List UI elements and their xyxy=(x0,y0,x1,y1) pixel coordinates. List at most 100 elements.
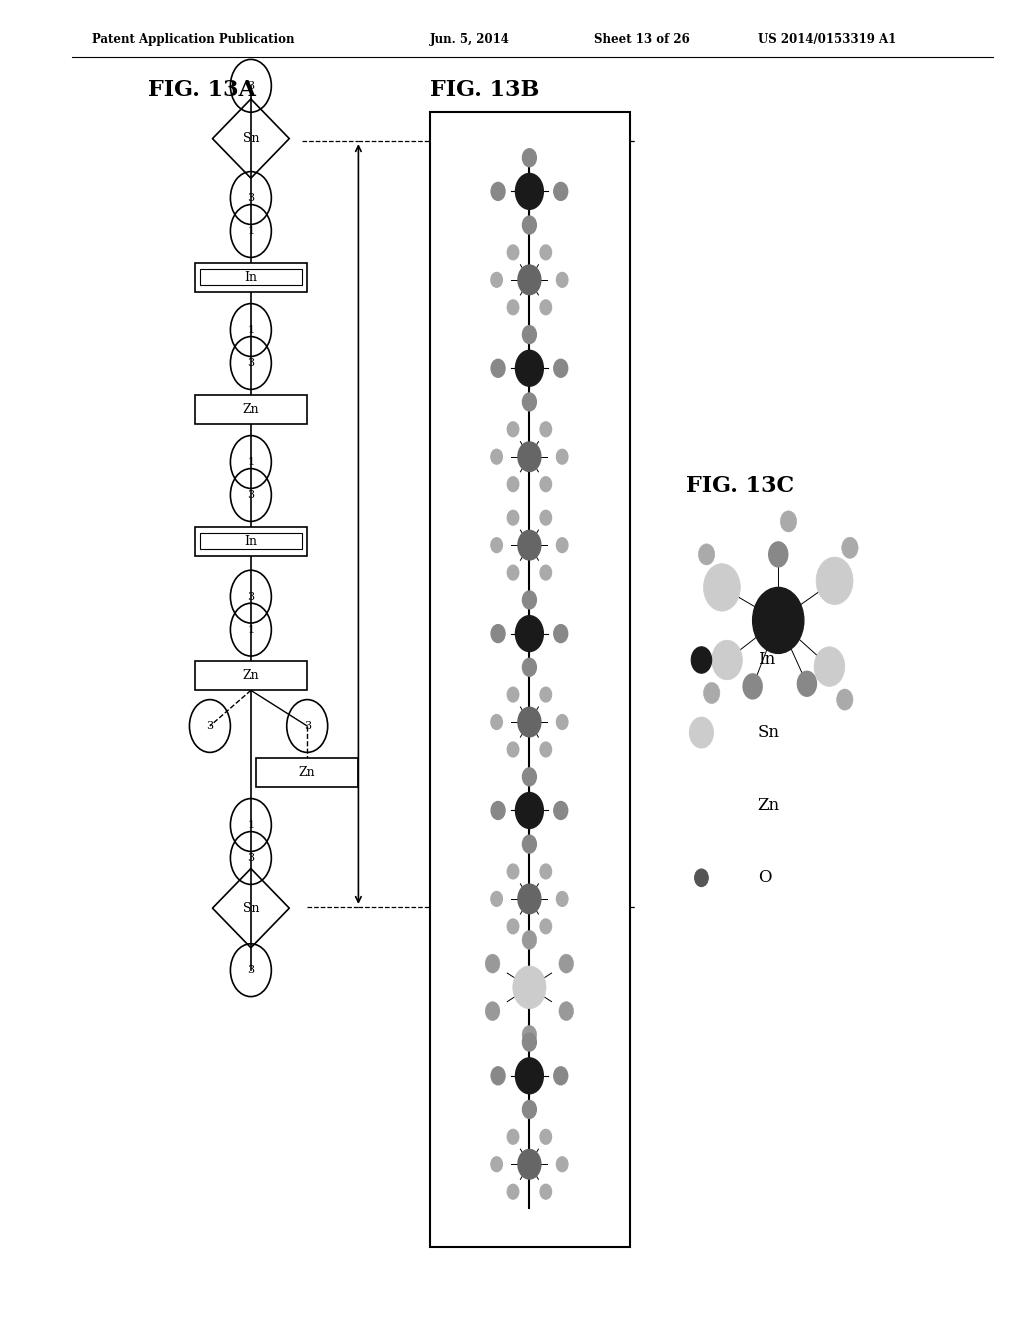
Circle shape xyxy=(515,792,544,829)
Circle shape xyxy=(490,537,503,553)
Circle shape xyxy=(753,587,804,653)
Circle shape xyxy=(540,477,552,491)
Circle shape xyxy=(490,1156,503,1172)
Text: 3: 3 xyxy=(248,358,254,368)
Circle shape xyxy=(522,1101,537,1118)
Circle shape xyxy=(507,742,519,756)
Circle shape xyxy=(492,624,505,643)
Circle shape xyxy=(522,216,537,234)
Circle shape xyxy=(694,869,709,887)
Text: Patent Application Publication: Patent Application Publication xyxy=(92,33,295,46)
Circle shape xyxy=(490,272,503,288)
Circle shape xyxy=(556,891,568,907)
Circle shape xyxy=(698,544,715,565)
Circle shape xyxy=(485,1002,500,1020)
Circle shape xyxy=(490,891,503,907)
Circle shape xyxy=(522,768,537,785)
Circle shape xyxy=(522,931,537,949)
Circle shape xyxy=(507,511,519,525)
Circle shape xyxy=(703,564,740,611)
Circle shape xyxy=(712,640,742,680)
Circle shape xyxy=(507,919,519,933)
Circle shape xyxy=(554,1067,567,1085)
Circle shape xyxy=(540,919,552,933)
Circle shape xyxy=(518,531,541,560)
Text: 3: 3 xyxy=(248,965,254,975)
Circle shape xyxy=(515,615,544,652)
Circle shape xyxy=(522,393,537,411)
Circle shape xyxy=(522,591,537,609)
Circle shape xyxy=(556,1156,568,1172)
Circle shape xyxy=(540,565,552,579)
Circle shape xyxy=(507,477,519,491)
Circle shape xyxy=(540,688,552,702)
Circle shape xyxy=(797,671,817,697)
Circle shape xyxy=(515,1057,544,1094)
Circle shape xyxy=(485,954,500,973)
Text: Zn: Zn xyxy=(299,766,315,779)
Text: Zn: Zn xyxy=(243,403,259,416)
Circle shape xyxy=(507,1130,519,1144)
Circle shape xyxy=(842,537,858,558)
Circle shape xyxy=(507,1184,519,1199)
Text: In: In xyxy=(245,535,257,548)
Text: 1: 1 xyxy=(248,624,254,635)
Text: O: O xyxy=(758,870,771,886)
Circle shape xyxy=(492,801,505,820)
Text: Zn: Zn xyxy=(758,797,780,813)
Circle shape xyxy=(522,659,537,676)
Circle shape xyxy=(559,954,573,973)
Text: 3: 3 xyxy=(207,721,213,731)
FancyBboxPatch shape xyxy=(195,661,307,690)
Text: 3: 3 xyxy=(248,490,254,500)
FancyBboxPatch shape xyxy=(195,263,307,292)
Circle shape xyxy=(507,865,519,879)
Circle shape xyxy=(780,511,797,532)
Circle shape xyxy=(518,442,541,471)
FancyBboxPatch shape xyxy=(430,112,630,1247)
Text: FIG. 13C: FIG. 13C xyxy=(686,475,795,498)
Circle shape xyxy=(556,449,568,465)
Text: Sn: Sn xyxy=(243,902,259,915)
Circle shape xyxy=(492,182,505,201)
Text: FIG. 13B: FIG. 13B xyxy=(430,79,540,102)
Text: US 2014/0153319 A1: US 2014/0153319 A1 xyxy=(758,33,896,46)
Circle shape xyxy=(507,422,519,437)
FancyBboxPatch shape xyxy=(195,395,307,424)
Circle shape xyxy=(540,865,552,879)
Text: Sn: Sn xyxy=(243,132,259,145)
Circle shape xyxy=(689,717,714,748)
Circle shape xyxy=(515,350,544,387)
Circle shape xyxy=(554,624,567,643)
Text: 3: 3 xyxy=(248,193,254,203)
Text: 3: 3 xyxy=(248,853,254,863)
Circle shape xyxy=(522,1034,537,1051)
Circle shape xyxy=(837,689,853,710)
Circle shape xyxy=(540,300,552,314)
Circle shape xyxy=(490,714,503,730)
Circle shape xyxy=(507,565,519,579)
Circle shape xyxy=(518,884,541,913)
Circle shape xyxy=(554,359,567,378)
Text: Zn: Zn xyxy=(243,669,259,682)
Circle shape xyxy=(490,449,503,465)
Circle shape xyxy=(492,359,505,378)
Text: Sheet 13 of 26: Sheet 13 of 26 xyxy=(594,33,690,46)
Circle shape xyxy=(507,246,519,260)
Text: FIG. 13A: FIG. 13A xyxy=(148,79,256,102)
Text: 1: 1 xyxy=(248,457,254,467)
Circle shape xyxy=(540,422,552,437)
Circle shape xyxy=(554,801,567,820)
Circle shape xyxy=(814,647,845,686)
FancyBboxPatch shape xyxy=(256,758,358,787)
FancyBboxPatch shape xyxy=(195,527,307,556)
Circle shape xyxy=(540,1130,552,1144)
Circle shape xyxy=(522,149,537,166)
Circle shape xyxy=(703,682,720,704)
Circle shape xyxy=(518,265,541,294)
Circle shape xyxy=(691,647,712,673)
Circle shape xyxy=(515,173,544,210)
Circle shape xyxy=(540,1184,552,1199)
Circle shape xyxy=(768,541,788,568)
Text: 3: 3 xyxy=(248,81,254,91)
